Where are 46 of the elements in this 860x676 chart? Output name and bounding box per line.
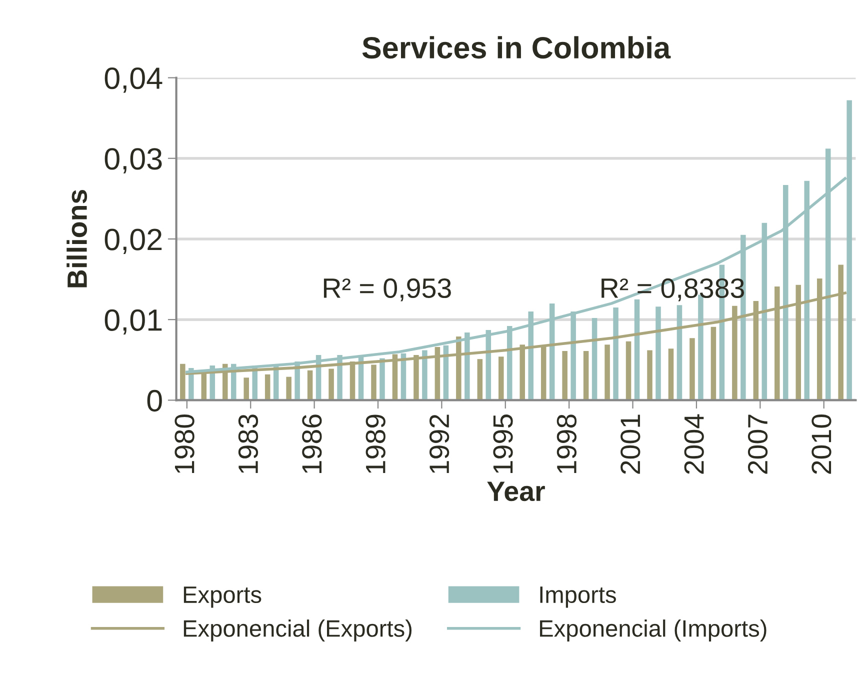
x-tick-label: 1995: [493, 414, 513, 474]
x-tick-label: 1986: [302, 414, 322, 474]
y-tick-label: 0,01: [104, 309, 162, 335]
x-tick-label: 2004: [684, 414, 704, 474]
bar: [656, 306, 661, 400]
bar: [244, 378, 249, 400]
x-tick-label: 1989: [366, 414, 386, 474]
x-tick-label: 1983: [238, 414, 258, 474]
bar: [647, 350, 652, 400]
bar: [668, 348, 674, 400]
bar: [676, 305, 682, 400]
x-tick-label: 2001: [620, 414, 640, 474]
bar: [498, 356, 504, 400]
bar: [634, 299, 640, 400]
y-tick-label: 0,02: [104, 228, 162, 254]
annotation: R² = 0,953: [324, 278, 451, 302]
bar: [592, 318, 598, 400]
bar: [286, 376, 292, 400]
chart-title: Services in Colombia: [362, 36, 671, 59]
legend-label: Exponencial (Exports): [184, 620, 412, 642]
annotation: R² = 0,8383: [602, 278, 744, 302]
y-tick-label: 0,04: [104, 67, 162, 93]
y-tick-label: 0,03: [104, 148, 162, 174]
bar: [604, 344, 610, 400]
y-tick-label: 0: [147, 390, 162, 412]
x-tick-label: 1992: [429, 414, 450, 474]
bar: [477, 359, 483, 400]
bar: [328, 368, 334, 400]
bar: [380, 358, 385, 400]
bar: [562, 351, 568, 400]
bar: [264, 374, 270, 400]
legend-label: Imports: [540, 586, 616, 608]
x-tick-label: 1998: [556, 414, 577, 474]
bar: [613, 307, 618, 400]
y-axis-title: Billions: [66, 190, 88, 288]
x-tick-label: 1980: [174, 414, 194, 474]
bar: [690, 338, 695, 400]
bar: [583, 351, 589, 400]
legend-label: Exports: [184, 586, 262, 608]
legend-label: Exponencial (Imports): [540, 620, 766, 642]
bar: [626, 341, 632, 400]
x-tick-label: 2010: [812, 414, 832, 474]
x-axis-title: Year: [487, 482, 545, 502]
x-tick-label: 2007: [748, 414, 768, 474]
bar: [307, 370, 313, 400]
bar: [710, 326, 716, 400]
